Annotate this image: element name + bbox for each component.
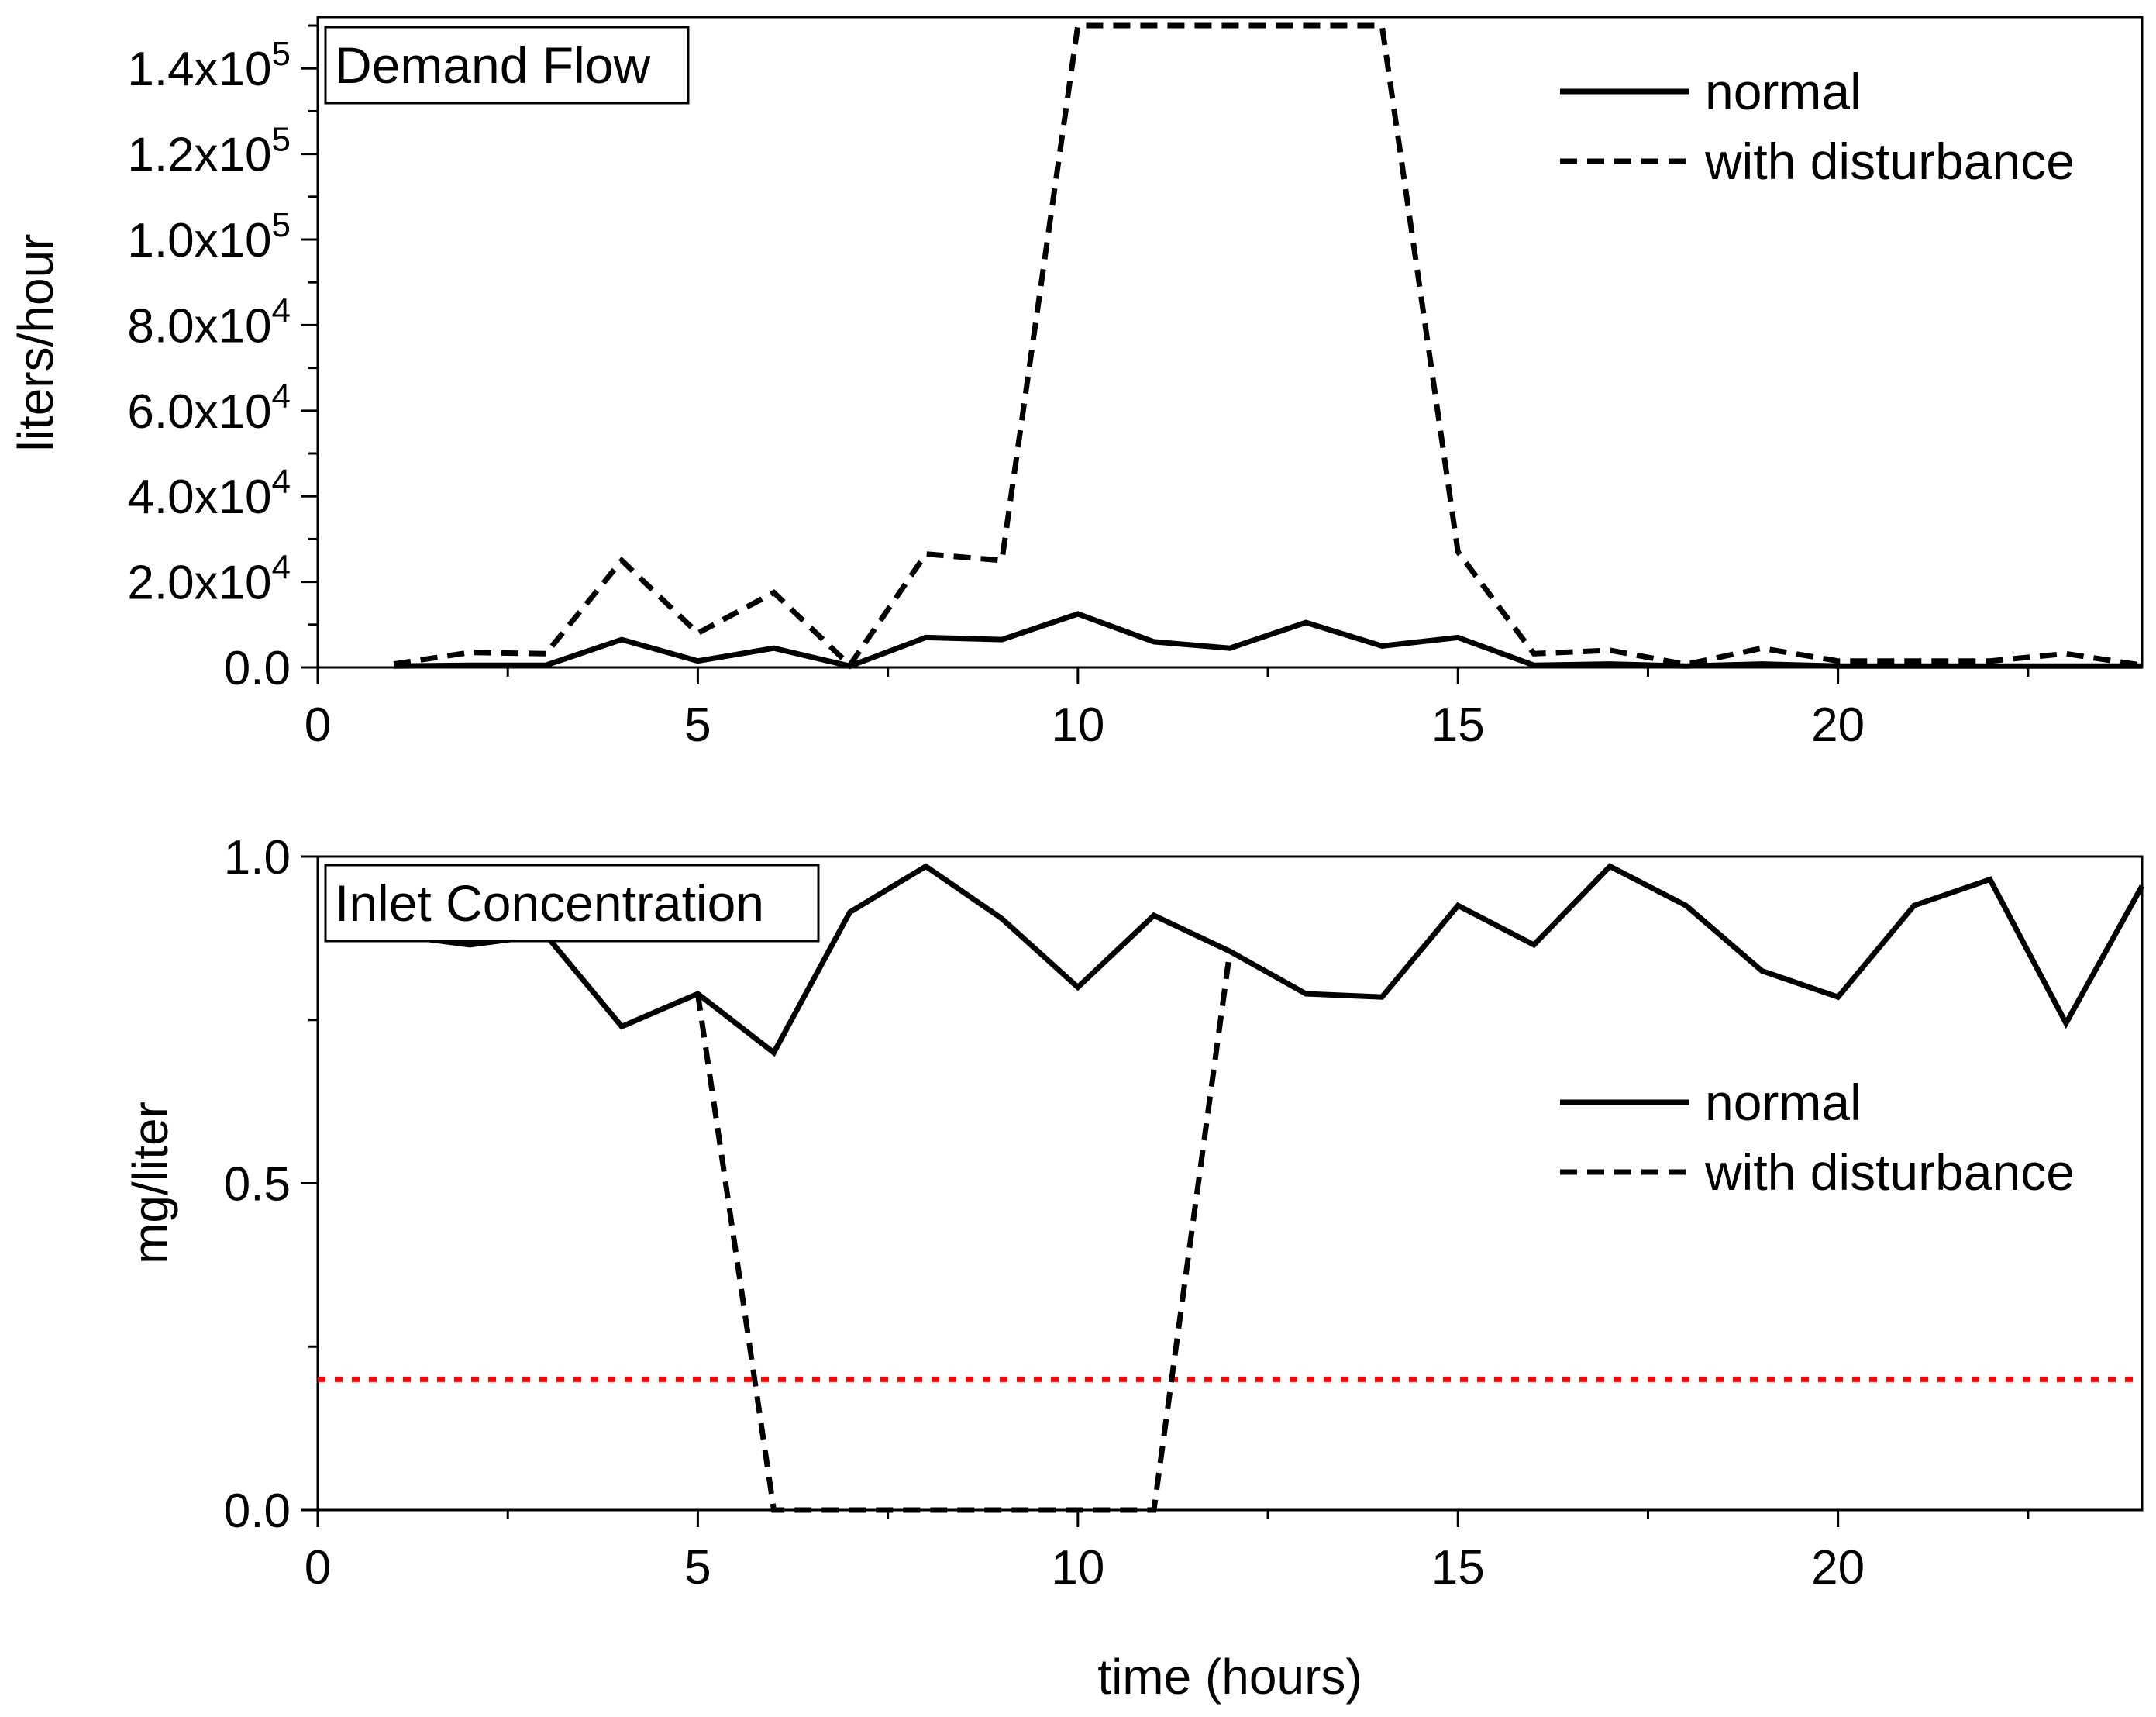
inlet-concentration-x-tick-label: 0 — [305, 1541, 331, 1595]
demand-flow-data-point — [1001, 560, 1002, 561]
demand-flow-y-tick-label: 0.0 — [224, 642, 291, 695]
demand-flow-y-tick-label: 1.2x105 — [127, 121, 291, 182]
demand-flow-y-tick-label: 2.0x104 — [127, 549, 291, 610]
demand-flow-y-tick-label: 1.0x105 — [127, 206, 291, 267]
demand-flow-title-frame — [324, 26, 690, 105]
demand-flow-data-point — [2065, 653, 2066, 654]
demand-flow-title-box: Demand Flow — [324, 26, 690, 105]
demand-flow-y-tick-label: 1.4x105 — [127, 35, 291, 96]
inlet-concentration-legend: normal with disturbance — [1560, 1074, 2075, 1201]
demand-flow-title: Demand Flow — [335, 36, 650, 94]
inlet-concentration-title: Inlet Concentration — [335, 874, 764, 932]
inlet-concentration-title-frame — [324, 864, 820, 943]
demand-flow-series-disturbance-line — [393, 22, 2143, 670]
inlet-concentration-x-tick-label: 5 — [684, 1541, 711, 1595]
inlet-concentration-title-box: Inlet Concentration — [324, 864, 820, 943]
inlet-concentration-x-tick-label: 10 — [1051, 1541, 1104, 1595]
legend-normal-label: normal — [1705, 1074, 1862, 1131]
inlet-concentration-y-axis-label: mg/liter — [122, 1102, 178, 1264]
demand-flow-data-point — [925, 553, 926, 554]
demand-flow-y-tick-label: 6.0x104 — [127, 378, 291, 439]
demand-flow-y-axis-label: liters/hour — [8, 234, 64, 452]
demand-flow-panel: 0 5 10 15 20 0.0 2.0x104 4.0x104 6.0x104 8.0x104 1… — [8, 16, 2144, 752]
demand-flow-x-tick-label: 15 — [1431, 698, 1485, 752]
demand-flow-y-tick-label: 8.0x104 — [127, 291, 291, 353]
inlet-concentration-panel: 0 5 10 15 20 0.0 0.5 1.0 Inlet Concentration mg… — [122, 831, 2145, 1705]
demand-flow-y-tick-label: 4.0x104 — [127, 463, 291, 524]
legend-disturbance-label: with disturbance — [1704, 133, 2075, 190]
inlet-concentration-series-normal-line — [393, 863, 2145, 1057]
legend-normal-label: normal — [1705, 63, 1862, 120]
demand-flow-ticks: 0 5 10 15 20 0.0 2.0x104 4.0x104 6.0x104 8.0x104 1… — [127, 24, 2030, 752]
inlet-concentration-y-tick-label: 0.5 — [224, 1158, 291, 1212]
demand-flow-series — [393, 22, 2143, 670]
demand-flow-plot-frame — [316, 16, 2144, 669]
inlet-concentration-x-tick-label: 15 — [1431, 1541, 1485, 1595]
demand-flow-x-tick-label: 5 — [684, 698, 711, 752]
demand-flow-series-normal-line — [394, 611, 2142, 669]
inlet-concentration-y-tick-label: 1.0 — [224, 831, 291, 884]
inlet-concentration-series-disturbance-line — [694, 950, 1233, 1513]
demand-flow-x-tick-label: 0 — [305, 698, 331, 752]
inlet-concentration-y-tick-label: 0.0 — [224, 1484, 291, 1538]
demand-flow-x-tick-label: 10 — [1051, 698, 1104, 752]
inlet-concentration-x-tick-label: 20 — [1811, 1541, 1865, 1595]
demand-flow-x-tick-label: 20 — [1811, 698, 1865, 752]
time-x-axis-label: time (hours) — [1097, 1649, 1362, 1705]
legend-disturbance-label: with disturbance — [1704, 1143, 2075, 1201]
inlet-concentration-ticks: 0 5 10 15 20 0.0 0.5 1.0 — [224, 831, 2030, 1595]
demand-flow-legend: normal with disturbance — [1560, 63, 2075, 190]
inlet-concentration-series — [318, 863, 2145, 1513]
